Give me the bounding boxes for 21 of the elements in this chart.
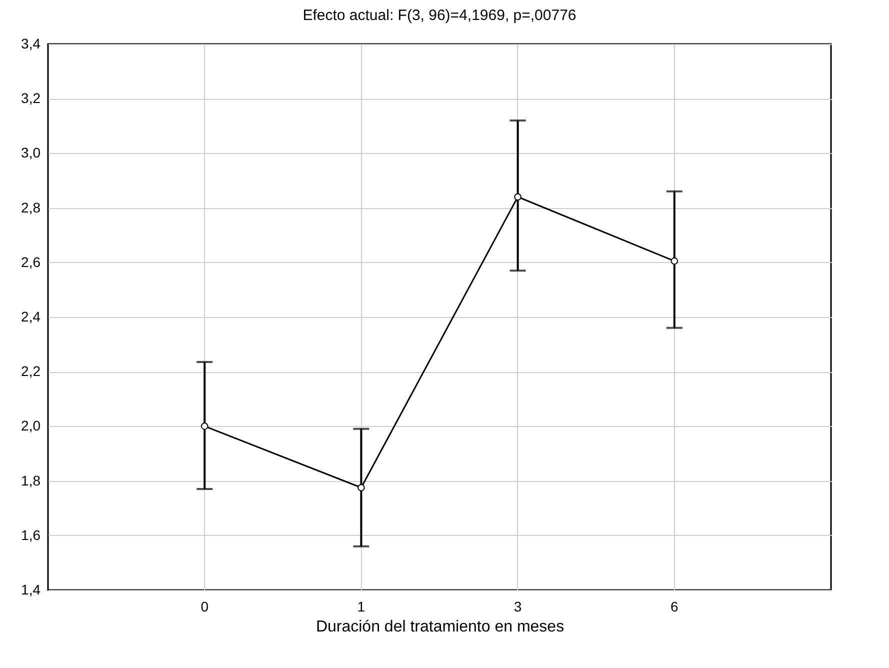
y-tick-label: 1,6 [21, 526, 41, 543]
x-tick-label: 3 [514, 598, 522, 614]
point [358, 484, 365, 492]
y-tick-label: 2,0 [21, 418, 41, 434]
y-tick-label: 1,8 [21, 472, 41, 488]
x-axis-title: Duración del tratamiento en meses [316, 618, 564, 636]
point [514, 193, 522, 201]
y-tick-label: 2,8 [21, 199, 41, 216]
point [670, 257, 678, 265]
y-tick-label: 3,2 [21, 90, 41, 106]
chart-title: Efecto actual: F(3, 96)=4,1969, p=,00776 [302, 7, 576, 24]
y-tick-label: 1,4 [21, 582, 41, 598]
x-tick-label: 0 [200, 598, 209, 614]
y-tick-label: 2,4 [21, 308, 41, 324]
y-tick-label: 2,2 [21, 363, 41, 380]
x-tick-label: 6 [670, 598, 678, 614]
y-tick-label: 3,4 [21, 36, 41, 52]
point [200, 422, 208, 430]
y-tick-label: 3,0 [21, 144, 41, 161]
x-tick-label: 1 [357, 598, 366, 614]
y-tick-label: 2,6 [21, 254, 41, 270]
